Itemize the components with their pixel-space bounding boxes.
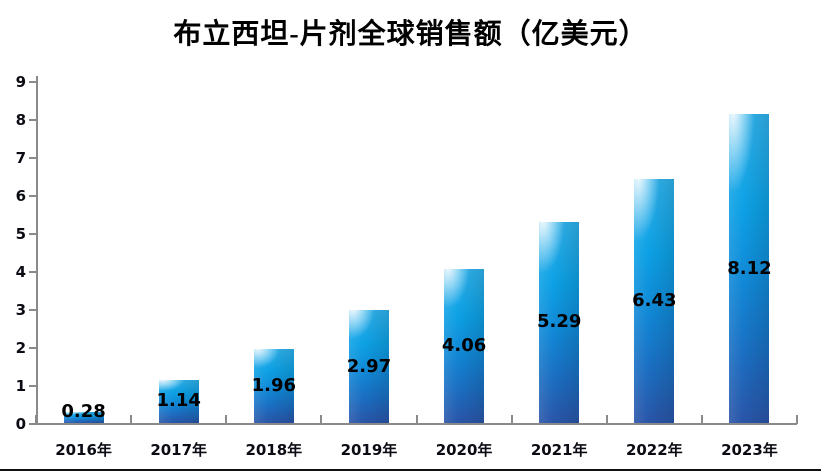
bar (729, 114, 770, 423)
y-axis-tick (29, 423, 36, 425)
y-axis-tick (29, 271, 36, 273)
y-axis-tick (29, 309, 36, 311)
x-axis-label: 2018年 (245, 441, 303, 459)
y-axis-tick-label: 8 (15, 111, 26, 129)
x-axis-tick (796, 415, 798, 424)
bar-value-label: 4.06 (441, 334, 487, 356)
x-axis-tick (700, 415, 703, 424)
bar-value-label: 1.14 (156, 390, 201, 412)
bar-value-label: 1.96 (251, 374, 297, 396)
y-axis-tick (29, 233, 36, 235)
bar (63, 412, 104, 423)
y-axis-tick-label: 5 (15, 225, 26, 243)
y-axis-tick-label: 6 (15, 187, 26, 205)
bar-value-label: 2.97 (346, 355, 392, 377)
x-axis-tick (510, 415, 513, 424)
x-axis-label: 2019年 (340, 441, 398, 459)
y-axis-tick (29, 81, 36, 83)
bar (158, 379, 199, 423)
y-axis-tick-label: 1 (15, 377, 26, 395)
bar-value-label: 5.29 (536, 311, 582, 333)
x-axis-label: 2023年 (721, 441, 778, 459)
x-axis-label: 2022年 (625, 441, 683, 459)
x-axis-label: 2016年 (55, 441, 112, 459)
bar (539, 221, 580, 423)
x-axis-tick (320, 415, 323, 424)
y-axis-tick-label: 7 (15, 149, 26, 167)
y-axis-tick (29, 119, 36, 121)
bar-value-label: 0.28 (61, 401, 106, 422)
y-axis-tick-label: 9 (15, 73, 26, 91)
chart-title: 布立西坦-片剂全球销售额（亿美元） (173, 19, 648, 50)
y-axis-tick-label: 4 (15, 263, 26, 281)
bar (253, 348, 294, 423)
bar (444, 268, 485, 423)
bar-value-label: 6.43 (632, 289, 677, 311)
y-axis-tick (29, 385, 36, 387)
bar (634, 178, 675, 423)
x-axis-tick (130, 415, 133, 424)
bar (348, 310, 389, 423)
x-axis-label: 2020年 (435, 441, 493, 459)
y-axis-line (36, 76, 38, 425)
x-axis-line (36, 423, 797, 425)
y-axis-tick-label: 3 (15, 301, 26, 319)
x-axis-label: 2017年 (150, 441, 208, 459)
y-axis-tick-label: 2 (15, 339, 26, 357)
y-axis-tick (29, 157, 36, 159)
bar-value-label: 8.12 (727, 257, 772, 279)
x-axis-tick (35, 415, 37, 424)
x-axis-tick (415, 415, 418, 424)
x-axis-tick (225, 415, 228, 424)
x-axis-tick (605, 415, 608, 424)
y-axis-tick (29, 347, 36, 349)
bottom-border-line (0, 469, 821, 471)
y-axis-tick-label: 0 (15, 415, 26, 433)
y-axis-tick (29, 195, 36, 197)
x-axis-label: 2021年 (530, 441, 588, 459)
